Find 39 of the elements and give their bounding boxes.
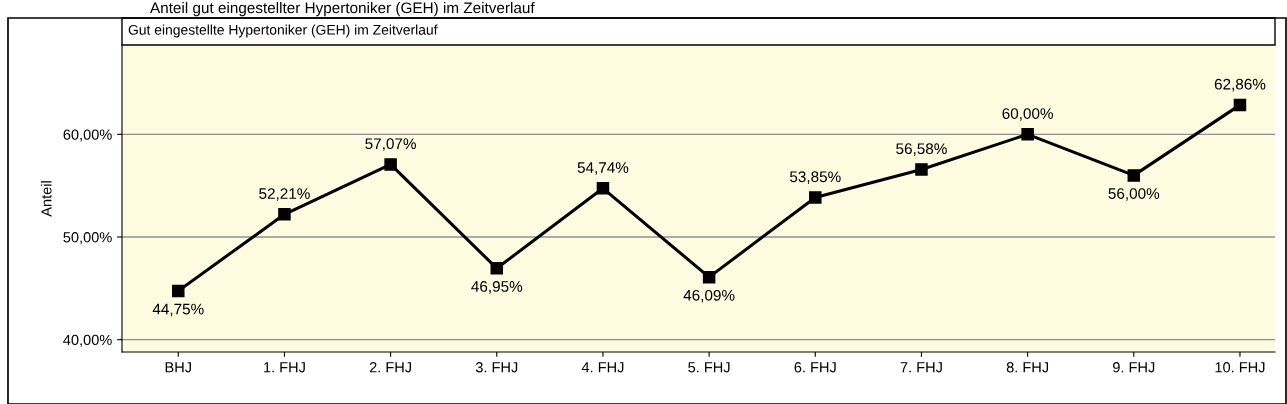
x-tick-label: 7. FHJ: [900, 362, 942, 373]
data-label: 57,07%: [365, 138, 416, 151]
x-tick-label: 6. FHJ: [794, 362, 836, 373]
chart-subtitle: Anteil gut eingestellter Hypertoniker (GEH) im Zeitverlauf: [150, 2, 535, 17]
point: [1233, 98, 1247, 112]
point: [596, 182, 610, 195]
chart-title: Gut eingestellte Hypertoniker (GEH) im Zeitverlauf: [128, 24, 438, 38]
point: [702, 270, 716, 284]
x-tick-label: 9. FHJ: [1113, 362, 1155, 373]
y-tick-label: 40,00%: [63, 334, 112, 347]
data-label: 53,85%: [789, 171, 841, 184]
data-label: 46,09%: [683, 289, 735, 303]
point: [809, 191, 822, 204]
x-tick-label: BHJ: [165, 362, 191, 373]
data-label: 56,00%: [1108, 188, 1160, 201]
point: [915, 163, 928, 176]
point: [384, 158, 397, 171]
data-label: 62,86%: [1214, 78, 1266, 92]
data-label: 56,58%: [896, 143, 947, 156]
x-tick-label: 8. FHJ: [1006, 362, 1049, 373]
data-label: 46,95%: [471, 281, 523, 294]
point: [490, 262, 504, 275]
y-axis-title: Anteil: [40, 181, 52, 217]
x-tick-label: 4. FHJ: [581, 362, 624, 373]
data-label: 52,21%: [259, 188, 310, 201]
x-tick-label: 3. FHJ: [475, 362, 518, 373]
x-tick-label: 2. FHJ: [369, 362, 411, 373]
y-tick-label: 50,00%: [63, 232, 112, 245]
data-label: 44,75%: [152, 303, 204, 317]
data-label: 60,00%: [1002, 108, 1053, 121]
y-tick-label: 60,00%: [63, 129, 112, 142]
point: [172, 284, 185, 298]
data-label: 54,74%: [577, 162, 629, 175]
point: [1127, 169, 1141, 182]
x-tick-label: 1. FHJ: [264, 362, 305, 373]
x-tick-label: 10. FHJ: [1215, 362, 1265, 373]
point: [1021, 128, 1034, 141]
x-tick-label: 5. FHJ: [688, 362, 730, 373]
point: [278, 208, 291, 221]
